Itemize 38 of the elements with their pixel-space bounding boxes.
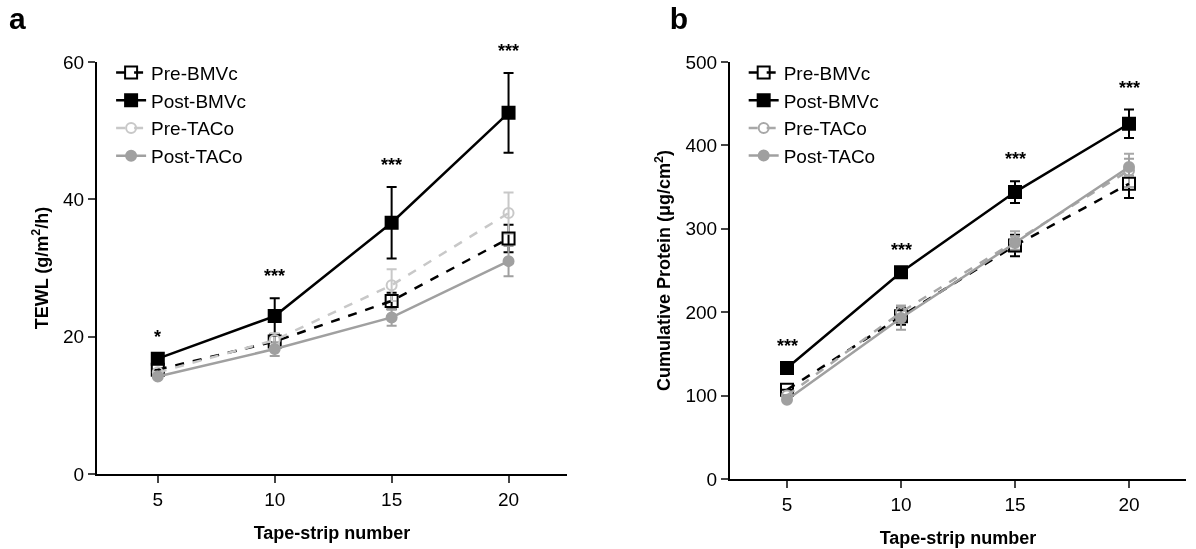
- legend-label: Pre-BMVc: [151, 63, 238, 85]
- legend-label: Post-BMVc: [151, 90, 247, 112]
- legend-label: Post-TACo: [783, 146, 876, 168]
- annotation: ***: [498, 41, 520, 61]
- annotation: ***: [777, 336, 799, 356]
- x-tick-label: 10: [264, 488, 286, 510]
- y-tick-label: 100: [685, 385, 718, 407]
- annotation: ***: [1005, 149, 1027, 169]
- y-tick-label: 60: [63, 51, 85, 73]
- y-tick-label: 0: [73, 463, 85, 485]
- annotation: *: [154, 327, 162, 347]
- y-tick-label: 200: [685, 301, 718, 323]
- annotation: ***: [381, 155, 403, 175]
- y-tick-label: 300: [685, 218, 718, 240]
- annotation: ***: [1119, 78, 1141, 98]
- x-axis-title: Tape-strip number: [879, 528, 1037, 549]
- annotation: ***: [264, 266, 286, 286]
- y-tick-label: 400: [685, 135, 718, 157]
- x-tick-label: 15: [1004, 493, 1026, 515]
- y-tick-label: 20: [63, 326, 85, 348]
- x-tick-label: 20: [497, 488, 520, 510]
- legend-label: Pre-TACo: [151, 118, 235, 140]
- x-tick-label: 5: [781, 493, 793, 515]
- legend-label: Post-TACo: [151, 146, 243, 168]
- x-axis-title: Tape-strip number: [253, 523, 411, 544]
- y-tick-label: 40: [63, 188, 85, 210]
- chart-title: a: [8, 2, 26, 36]
- legend-label: Pre-TACo: [783, 118, 867, 140]
- chart-title: b: [669, 2, 689, 36]
- x-tick-label: 15: [381, 488, 403, 510]
- legend-label: Pre-BMVc: [783, 62, 871, 84]
- y-tick-label: 500: [685, 51, 718, 73]
- x-tick-label: 5: [152, 488, 164, 510]
- y-tick-label: 0: [706, 468, 718, 490]
- x-tick-label: 20: [1118, 493, 1140, 515]
- x-tick-label: 10: [890, 493, 912, 515]
- annotation: ***: [891, 240, 913, 260]
- legend-label: Post-BMVc: [783, 90, 879, 112]
